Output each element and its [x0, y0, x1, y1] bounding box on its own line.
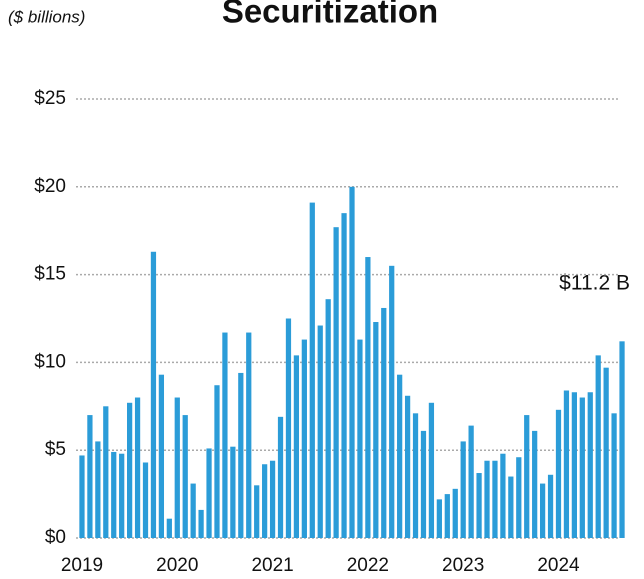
bar [277, 416, 284, 538]
bar [119, 453, 125, 538]
bar [571, 392, 577, 538]
bar [285, 318, 292, 538]
bar [468, 425, 474, 538]
y-tick-label: $10 [34, 351, 66, 372]
bar [127, 402, 133, 538]
bar [436, 499, 442, 538]
bar [452, 488, 458, 538]
bar [420, 430, 427, 538]
bar [142, 462, 149, 538]
y-tick-label: $0 [45, 527, 66, 548]
bar [428, 402, 435, 538]
bar [412, 413, 419, 538]
bar [508, 476, 514, 538]
bar [404, 395, 411, 538]
bar [293, 355, 300, 538]
bar [111, 451, 117, 538]
bar [246, 332, 252, 538]
bar [214, 385, 220, 538]
bar [341, 213, 347, 538]
x-tick-label: 2023 [442, 555, 484, 576]
y-tick-label: $5 [45, 439, 66, 460]
bar [269, 460, 276, 538]
bar [484, 460, 490, 538]
bar [206, 448, 212, 538]
bar [516, 457, 522, 538]
x-tick-label: 2019 [61, 555, 103, 576]
bar [103, 406, 109, 538]
bar [532, 430, 538, 538]
bar [397, 374, 403, 538]
bar [611, 413, 617, 538]
bar [365, 257, 371, 538]
bar [539, 483, 546, 538]
bar [389, 265, 395, 538]
bar [587, 392, 593, 538]
bar [476, 473, 482, 538]
bar [79, 455, 85, 538]
bar [595, 355, 601, 538]
bar [166, 518, 172, 538]
bar [150, 251, 157, 538]
bar [563, 390, 570, 538]
x-tick-label: 2022 [347, 555, 389, 576]
chart-subtitle: ($ billions) [8, 7, 85, 26]
y-tick-label: $25 [34, 88, 66, 109]
bar [87, 415, 93, 538]
bar [524, 415, 530, 538]
bar [317, 325, 323, 538]
bar [174, 397, 180, 538]
bar [357, 339, 363, 538]
bar [555, 409, 562, 538]
bar [134, 397, 141, 538]
annotation: $11.2 B [559, 272, 630, 295]
bar [460, 441, 466, 538]
bar [373, 322, 379, 538]
bar [444, 494, 450, 538]
bar [190, 483, 196, 538]
x-tick-label: 2021 [251, 555, 293, 576]
x-tick-label: 2020 [156, 555, 198, 576]
bar [325, 299, 331, 538]
y-tick-label: $20 [34, 176, 66, 197]
bar [381, 307, 387, 538]
y-tick-label: $15 [34, 264, 66, 285]
bar [158, 374, 165, 538]
bar [198, 509, 204, 538]
bar [95, 441, 101, 538]
bar [254, 485, 260, 538]
bar [230, 446, 236, 538]
bar [301, 339, 307, 538]
bar [182, 415, 188, 538]
bar [333, 227, 339, 539]
bar [500, 453, 506, 538]
bar [222, 332, 228, 538]
bar [238, 372, 244, 538]
bar [349, 186, 355, 539]
bar [579, 397, 585, 538]
x-tick-label: 2024 [537, 555, 580, 576]
chart-title: Securitization [222, 0, 438, 30]
bar [262, 464, 268, 538]
bar [603, 367, 609, 538]
bar [619, 341, 625, 538]
bar [547, 474, 554, 538]
bar [309, 202, 315, 538]
bar [492, 460, 498, 538]
